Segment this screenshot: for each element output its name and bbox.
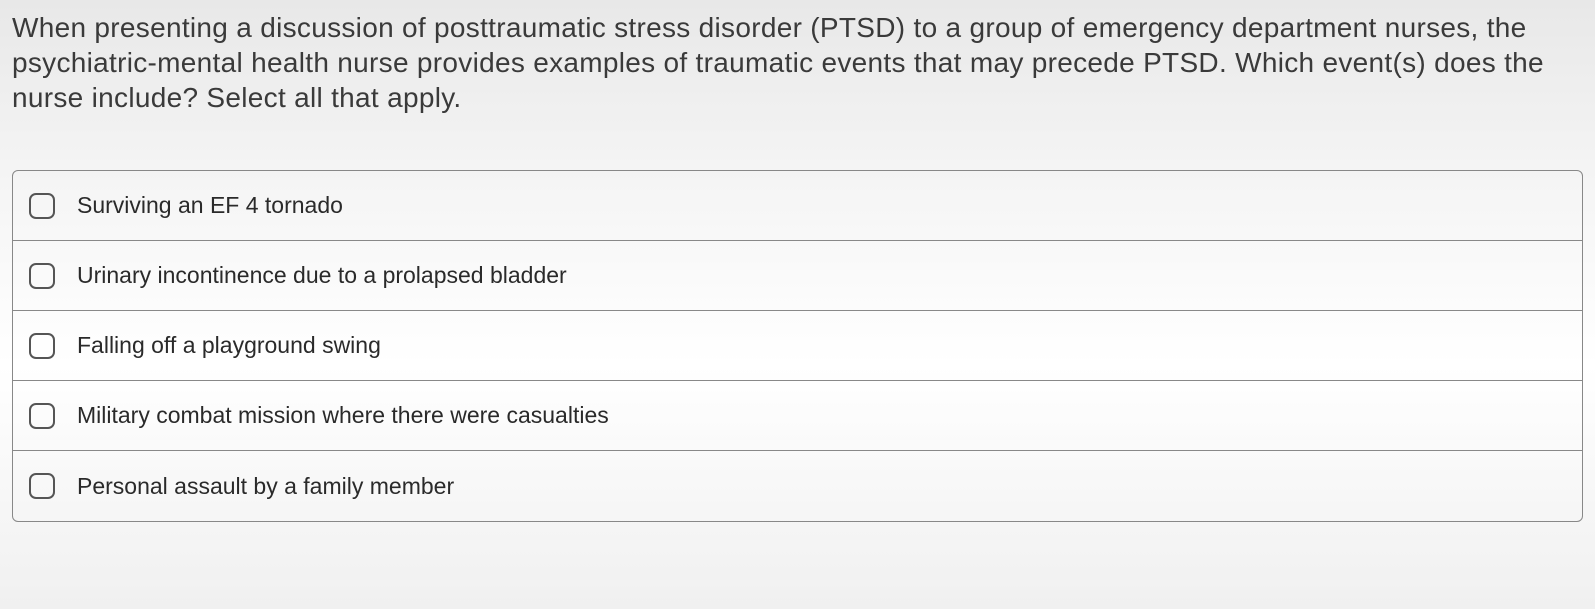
option-label: Military combat mission where there were… [77, 402, 609, 429]
option-row[interactable]: Military combat mission where there were… [13, 381, 1582, 451]
option-label: Falling off a playground swing [77, 332, 381, 359]
checkbox-icon[interactable] [29, 333, 55, 359]
checkbox-icon[interactable] [29, 193, 55, 219]
checkbox-icon[interactable] [29, 263, 55, 289]
checkbox-icon[interactable] [29, 403, 55, 429]
option-row[interactable]: Urinary incontinence due to a prolapsed … [13, 241, 1582, 311]
option-row[interactable]: Personal assault by a family member [13, 451, 1582, 521]
option-label: Surviving an EF 4 tornado [77, 192, 343, 219]
question-text: When presenting a discussion of posttrau… [12, 10, 1583, 115]
options-container: Surviving an EF 4 tornado Urinary incont… [12, 170, 1583, 522]
option-row[interactable]: Surviving an EF 4 tornado [13, 171, 1582, 241]
checkbox-icon[interactable] [29, 473, 55, 499]
option-row[interactable]: Falling off a playground swing [13, 311, 1582, 381]
option-label: Urinary incontinence due to a prolapsed … [77, 262, 567, 289]
option-label: Personal assault by a family member [77, 473, 454, 500]
